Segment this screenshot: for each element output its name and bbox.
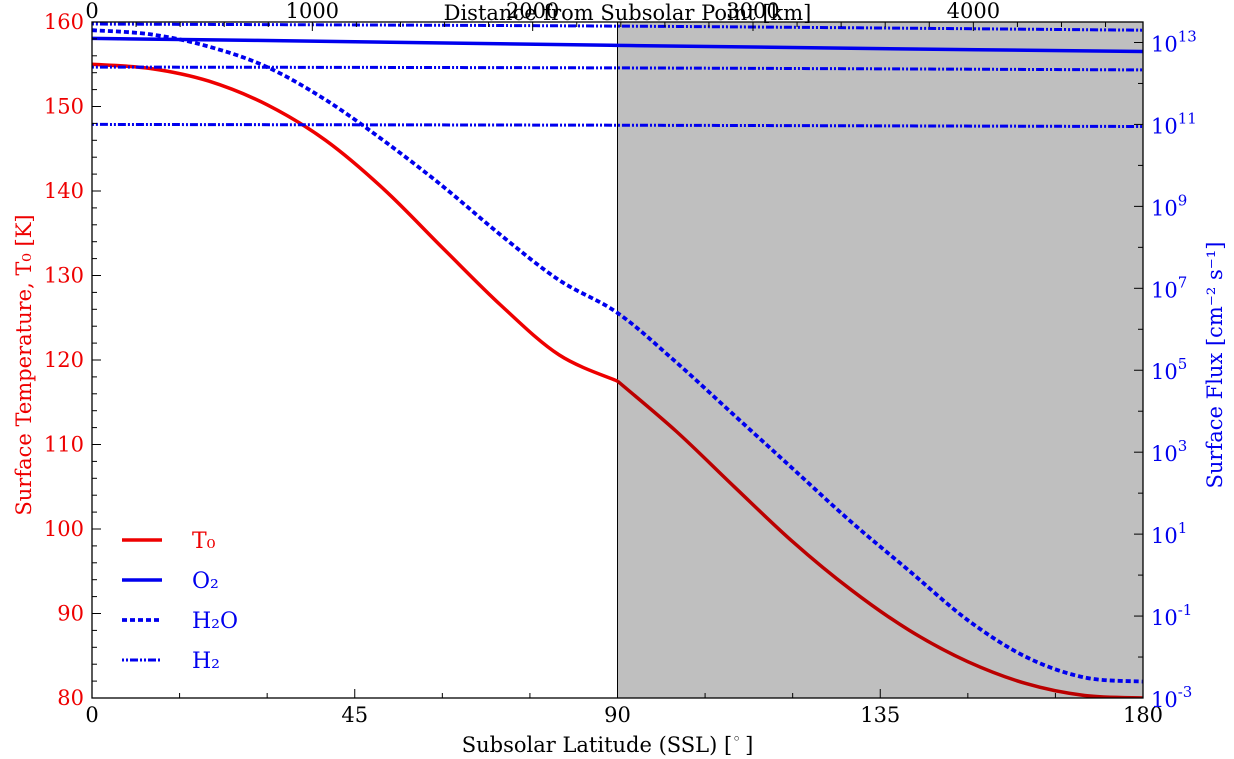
top-x-axis-title: Distance from Subsolar Point [km] (444, 1, 812, 25)
x-tick-label: 0 (85, 703, 98, 727)
legend-label: O₂ (192, 569, 219, 594)
top-x-tick-label: 2000 (506, 0, 559, 23)
x-tick-label: 45 (341, 703, 368, 727)
left-y-tick-label: 80 (57, 686, 84, 710)
top-x-tick-label: 4000 (947, 0, 1000, 23)
x-tick-label: 90 (604, 703, 631, 727)
series-t-line-day (92, 62, 619, 383)
right-y-tick-label: 1011 (1151, 109, 1197, 138)
left-y-tick-label: 130 (44, 264, 84, 288)
left-y-tick-label: 90 (57, 602, 84, 626)
right-y-tick-label: 101 (1151, 519, 1187, 548)
left-y-tick-label: 140 (44, 179, 84, 203)
left-y-tick-label: 120 (44, 348, 84, 372)
axis-ticks (91, 21, 1144, 699)
left-y-tick-label: 150 (44, 95, 84, 119)
x-tick-label: 135 (860, 703, 900, 727)
top-x-tick-label: 0 (85, 0, 98, 23)
right-y-axis-title: Surface Flux [cm⁻² s⁻¹] (1203, 242, 1227, 489)
night-side-shading (617, 22, 1143, 698)
x-axis-title-text: Subsolar Latitude (SSL) [ (462, 733, 732, 757)
left-y-axis-title: Surface Temperature, T₀ [K] (12, 214, 36, 515)
degree-symbol: ◦ (732, 730, 741, 748)
legend-label: T₀ (192, 529, 216, 554)
right-y-tick-label: 103 (1151, 437, 1187, 466)
right-y-tick-label: 10-1 (1151, 601, 1192, 630)
series-group (92, 22, 1143, 698)
legend-label: H₂O (192, 609, 238, 634)
right-y-tick-label: 107 (1151, 273, 1187, 302)
right-y-tick-label: 1013 (1151, 27, 1197, 56)
legend: T₀ O₂ H₂O H₂ (122, 529, 238, 674)
series-h-line-1 (92, 22, 1143, 32)
left-y-tick-label: 110 (44, 433, 84, 457)
shaded-region (617, 22, 1143, 698)
top-x-tick-label: 3000 (726, 0, 779, 23)
series-o-line (92, 36, 1143, 54)
x-axis-title: Subsolar Latitude (SSL) [◦] (462, 730, 754, 757)
left-y-tick-label: 100 (44, 517, 84, 541)
left-y-tick-label: 160 (44, 10, 84, 34)
right-y-tick-label: 109 (1151, 191, 1187, 220)
series-h-line-2 (92, 65, 1143, 72)
series-h-line-3 (92, 122, 1143, 128)
right-y-tick-label: 105 (1151, 355, 1187, 384)
series-ho-line (92, 28, 1143, 684)
legend-label: H₂ (192, 649, 220, 674)
top-x-tick-label: 1000 (286, 0, 339, 23)
series-t-line-night (616, 379, 1143, 698)
x-tick-label: 180 (1123, 703, 1163, 727)
right-y-tick-label: 10-3 (1151, 683, 1192, 712)
x-axis-title-close: ] (745, 733, 753, 757)
axis-labels: 0 45 90 135 180 0 1000 2000 3000 4000 80 90 100 110 12… (44, 0, 1197, 727)
